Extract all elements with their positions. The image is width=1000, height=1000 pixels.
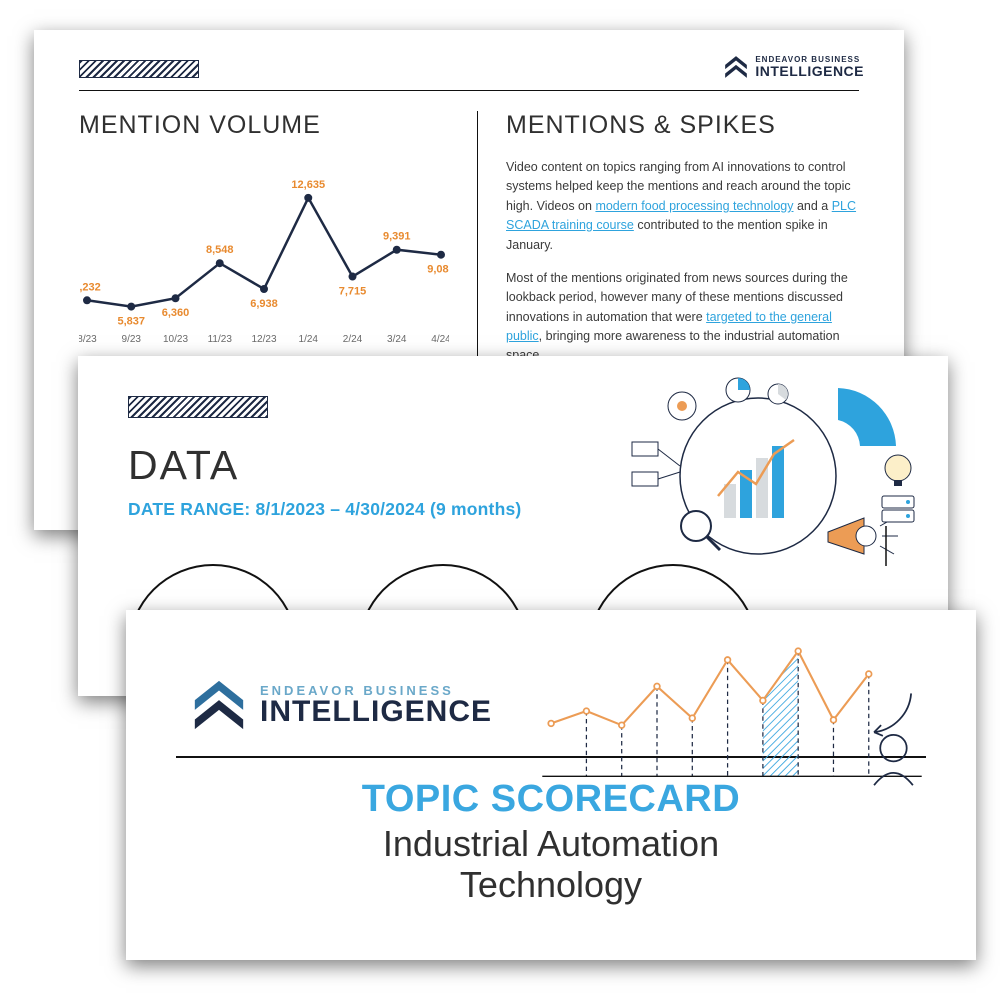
svg-text:12,635: 12,635 (291, 179, 325, 191)
mentions-spikes-heading: MENTIONS & SPIKES (506, 111, 859, 140)
slide-cover: ENDEAVOR BUSINESS INTELLIGENCE TOPIC SCO… (126, 610, 976, 960)
cover-line-chart (532, 644, 932, 794)
svg-text:6,360: 6,360 (162, 307, 190, 319)
hatch-tag (79, 60, 199, 78)
svg-text:9,082: 9,082 (427, 264, 449, 276)
brand-line2: INTELLIGENCE (260, 697, 492, 727)
svg-text:10/23: 10/23 (163, 334, 188, 345)
data-illustration-icon (628, 376, 918, 566)
svg-text:3/24: 3/24 (387, 334, 407, 345)
mention-volume-heading: MENTION VOLUME (79, 111, 449, 140)
svg-text:2/24: 2/24 (343, 334, 363, 345)
cover-title-2: Industrial AutomationTechnology (176, 823, 926, 906)
spikes-para-1: Video content on topics ranging from AI … (506, 158, 859, 255)
brand-line2: INTELLIGENCE (755, 64, 864, 78)
hatch-tag (128, 396, 268, 418)
svg-text:1/24: 1/24 (299, 334, 319, 345)
logo-chevron-icon (190, 676, 248, 734)
svg-text:12/23: 12/23 (251, 334, 276, 345)
spikes-para-2: Most of the mentions originated from new… (506, 269, 859, 366)
brand-logo-small: ENDEAVOR BUSINESS INTELLIGENCE (723, 54, 864, 80)
svg-text:9,391: 9,391 (383, 231, 411, 243)
mention-volume-chart: 6,232 8/23 5,837 9/23 6,360 10/23 8,548 11/23 6,… (79, 158, 449, 348)
logo-chevron-icon (723, 54, 749, 80)
svg-text:9/23: 9/23 (122, 334, 142, 345)
svg-text:8/23: 8/23 (79, 334, 97, 345)
svg-text:6,938: 6,938 (250, 298, 278, 310)
svg-text:5,837: 5,837 (117, 316, 145, 328)
svg-text:7,715: 7,715 (339, 286, 367, 298)
link-modern-food[interactable]: modern food processing technology (595, 199, 793, 213)
divider (79, 90, 859, 91)
svg-text:11/23: 11/23 (208, 334, 233, 345)
svg-text:4/24: 4/24 (431, 334, 449, 345)
svg-text:8,548: 8,548 (206, 244, 234, 256)
svg-text:6,232: 6,232 (79, 281, 101, 293)
